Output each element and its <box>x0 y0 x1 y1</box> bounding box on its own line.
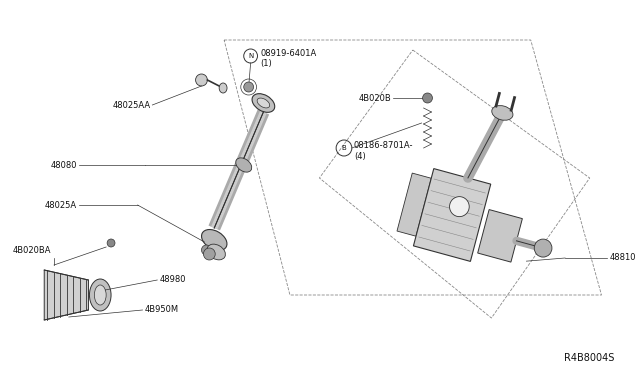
Text: 4B020B: 4B020B <box>358 93 391 103</box>
Ellipse shape <box>492 106 513 120</box>
Ellipse shape <box>207 244 225 260</box>
Polygon shape <box>413 169 491 262</box>
Circle shape <box>204 248 215 260</box>
Text: N: N <box>248 53 253 59</box>
Circle shape <box>422 93 433 103</box>
Circle shape <box>196 74 207 86</box>
Ellipse shape <box>90 279 111 311</box>
Text: (1): (1) <box>260 58 272 67</box>
Text: 4B950M: 4B950M <box>145 305 179 314</box>
Text: 4B020BA: 4B020BA <box>13 246 51 254</box>
Circle shape <box>449 197 469 217</box>
Text: (4): (4) <box>354 151 365 160</box>
Text: 08919-6401A: 08919-6401A <box>260 48 317 58</box>
Ellipse shape <box>236 158 252 172</box>
Ellipse shape <box>219 83 227 93</box>
Polygon shape <box>477 209 522 262</box>
Text: 48025AA: 48025AA <box>112 100 150 109</box>
Text: 48025A: 48025A <box>45 201 77 209</box>
Text: 48980: 48980 <box>159 276 186 285</box>
Text: 48080: 48080 <box>50 160 77 170</box>
Text: R4B8004S: R4B8004S <box>564 353 614 363</box>
Text: 08186-8701A-: 08186-8701A- <box>354 141 413 150</box>
Circle shape <box>534 239 552 257</box>
Ellipse shape <box>202 230 227 250</box>
Polygon shape <box>397 173 431 236</box>
Circle shape <box>107 239 115 247</box>
Text: B: B <box>342 145 346 151</box>
Ellipse shape <box>252 94 275 112</box>
Circle shape <box>202 245 211 255</box>
Ellipse shape <box>94 285 106 305</box>
Polygon shape <box>44 270 88 320</box>
Circle shape <box>244 82 253 92</box>
Ellipse shape <box>257 98 269 108</box>
Text: 48810: 48810 <box>609 253 636 263</box>
